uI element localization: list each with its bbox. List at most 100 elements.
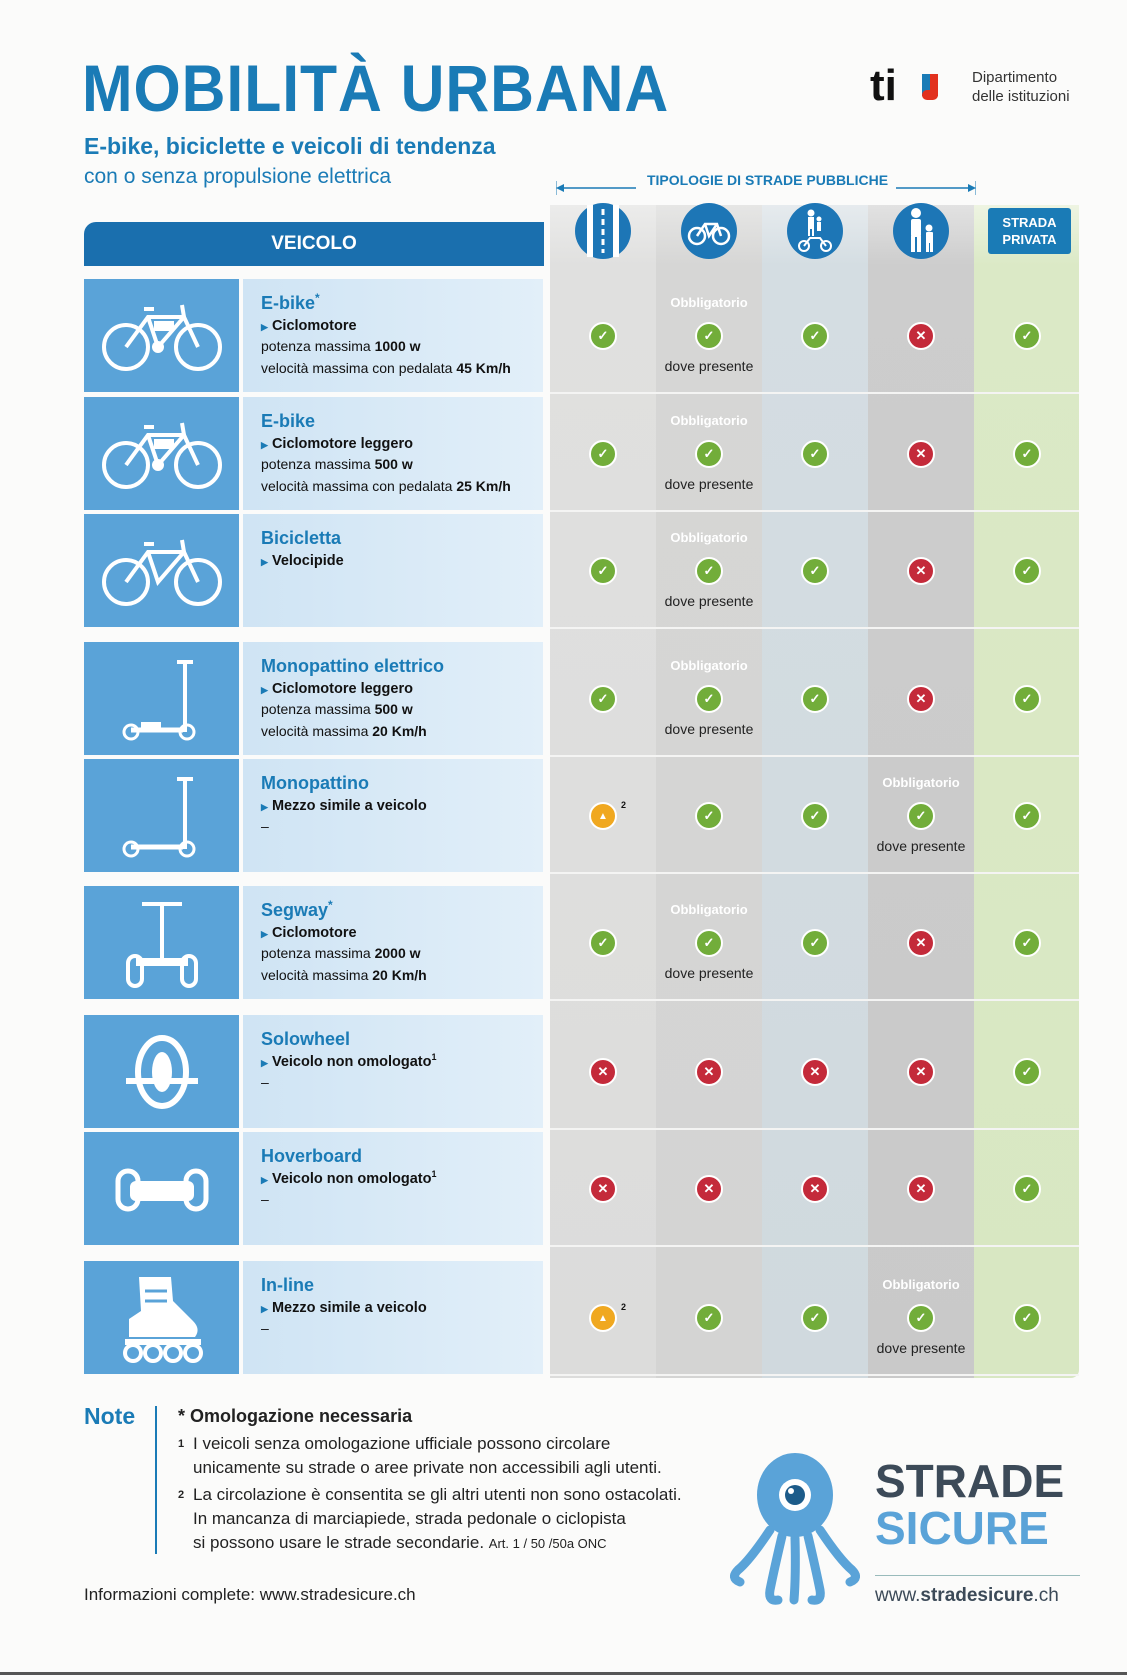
row-separator bbox=[550, 1128, 1079, 1130]
allowed-check-icon: ✓ bbox=[589, 322, 617, 350]
ebike-icon bbox=[84, 279, 239, 392]
allowed-check-icon: ✓ bbox=[801, 802, 829, 830]
conditional-warning-icon: ▲ bbox=[589, 1304, 617, 1332]
page-subtitle-2: con o senza propulsione elettrica bbox=[84, 165, 392, 188]
octopus-mascot-icon bbox=[730, 1453, 860, 1605]
allowed-check-icon: ✓ bbox=[1013, 440, 1041, 468]
vehicle-name: In-line bbox=[261, 1275, 314, 1295]
segway-icon bbox=[84, 886, 239, 999]
mandatory-label: Obbligatorio bbox=[670, 530, 748, 545]
vehicle-category: ▶ Veicolo non omologato1 bbox=[261, 1169, 437, 1187]
allowed-check-icon: ✓ bbox=[695, 929, 723, 957]
vehicle-description: Monopattino ▶ Mezzo simile a veicolo – bbox=[243, 759, 543, 872]
vehicle-spec-1: potenza massima 2000 w bbox=[261, 945, 421, 961]
vehicle-description: E-bike* ▶ Ciclomotore potenza massima 1000… bbox=[243, 279, 543, 392]
vehicle-name: Monopattino elettrico bbox=[261, 656, 444, 676]
allowed-check-icon: ✓ bbox=[1013, 322, 1041, 350]
vehicle-category: ▶ Velocipide bbox=[261, 552, 344, 569]
where-present-label: dove presente bbox=[876, 838, 966, 854]
row-separator bbox=[550, 999, 1079, 1001]
note-2-line-3: si possono usare le strade secondarie. A… bbox=[193, 1531, 607, 1556]
brand-url-bold: stradesicure bbox=[920, 1585, 1034, 1606]
mandatory-label: Obbligatorio bbox=[670, 413, 748, 428]
where-present-label: dove presente bbox=[664, 476, 754, 492]
mandatory-label: Obbligatorio bbox=[882, 775, 960, 790]
allowed-check-icon: ✓ bbox=[907, 1304, 935, 1332]
note-asterisk: * Omologazione necessaria bbox=[178, 1406, 413, 1426]
where-present-label: dove presente bbox=[876, 1340, 966, 1356]
allowed-check-icon: ✓ bbox=[801, 685, 829, 713]
allowed-check-icon: ✓ bbox=[695, 322, 723, 350]
vehicle-category: ▶ Ciclomotore leggero bbox=[261, 435, 413, 452]
vehicle-spec-1: – bbox=[261, 818, 269, 834]
private-road-header: STRADA PRIVATA bbox=[988, 208, 1071, 254]
inline-skate-icon bbox=[84, 1261, 239, 1374]
vehicle-spec-1: – bbox=[261, 1320, 269, 1336]
forbidden-x-icon: ✕ bbox=[695, 1058, 723, 1086]
brand-url-link[interactable]: www.stradesicure.ch bbox=[875, 1585, 1059, 1607]
forbidden-x-icon: ✕ bbox=[907, 1058, 935, 1086]
bicycle-path-sign-icon bbox=[681, 203, 737, 259]
vehicle-category: ▶ Ciclomotore leggero bbox=[261, 680, 413, 697]
footer-info-link: Informazioni complete: www.stradesicure.… bbox=[84, 1585, 416, 1604]
vehicle-spec-2: velocità massima 20 Km/h bbox=[261, 967, 427, 983]
vehicle-category: ▶ Mezzo simile a veicolo bbox=[261, 797, 427, 814]
allowed-check-icon: ✓ bbox=[801, 440, 829, 468]
road-types-label: TIPOLOGIE DI STRADE PUBBLICHE bbox=[646, 172, 889, 188]
forbidden-x-icon: ✕ bbox=[907, 322, 935, 350]
forbidden-x-icon: ✕ bbox=[907, 1175, 935, 1203]
vehicle-description: Segway* ▶ Ciclomotore potenza massima 2000… bbox=[243, 886, 543, 999]
mandatory-label: Obbligatorio bbox=[670, 658, 748, 673]
vehicle-category: ▶ Ciclomotore bbox=[261, 924, 357, 941]
vehicle-description: Solowheel ▶ Veicolo non omologato1 – bbox=[243, 1015, 543, 1128]
vehicle-description: Monopattino elettrico ▶ Ciclomotore legge… bbox=[243, 642, 543, 755]
vehicle-category: ▶ Veicolo non omologato1 bbox=[261, 1052, 437, 1070]
note-1-line-1: I veicoli senza omologazione ufficiale p… bbox=[193, 1434, 611, 1453]
pedestrian-bicycle-path-sign-icon bbox=[787, 203, 843, 259]
vehicle-description: Bicicletta ▶ Velocipide bbox=[243, 514, 543, 627]
vehicle-name: Bicicletta bbox=[261, 528, 342, 548]
allowed-check-icon: ✓ bbox=[589, 685, 617, 713]
allowed-check-icon: ✓ bbox=[801, 929, 829, 957]
row-separator bbox=[550, 1245, 1079, 1247]
allowed-check-icon: ✓ bbox=[907, 802, 935, 830]
row-separator bbox=[550, 392, 1079, 394]
vehicle-name: Segway* bbox=[261, 898, 333, 920]
warning-footnote-ref: 2 bbox=[621, 1302, 627, 1312]
note-2-line-2: In mancanza di marciapiede, strada pedon… bbox=[193, 1509, 626, 1528]
vehicle-description: E-bike ▶ Ciclomotore leggero potenza massi… bbox=[243, 397, 543, 510]
notes-divider bbox=[155, 1406, 157, 1554]
road-types-arrow-icon bbox=[556, 181, 976, 195]
ticino-logo-icon: ti bbox=[870, 61, 938, 106]
forbidden-x-icon: ✕ bbox=[801, 1058, 829, 1086]
vehicle-column-header: VEICOLO bbox=[84, 222, 544, 266]
allowed-check-icon: ✓ bbox=[695, 440, 723, 468]
allowed-check-icon: ✓ bbox=[801, 1304, 829, 1332]
vehicle-name: E-bike* bbox=[261, 291, 320, 313]
forbidden-x-icon: ✕ bbox=[907, 685, 935, 713]
vehicle-name: E-bike bbox=[261, 411, 316, 431]
electric-scooter-icon bbox=[84, 642, 239, 755]
note-2-reference: Art. 1 / 50 /50a ONC bbox=[488, 1536, 607, 1551]
vehicle-spec-2: velocità massima 20 Km/h bbox=[261, 723, 427, 739]
brand-strade: STRADE bbox=[875, 1455, 1065, 1507]
allowed-check-icon: ✓ bbox=[1013, 802, 1041, 830]
note-2-number: 2 bbox=[178, 1489, 185, 1501]
forbidden-x-icon: ✕ bbox=[589, 1175, 617, 1203]
brand-url-prefix: www. bbox=[875, 1585, 921, 1606]
allowed-check-icon: ✓ bbox=[695, 685, 723, 713]
department-name: Dipartimento delle istituzioni bbox=[972, 69, 1070, 105]
vehicle-spec-2: velocità massima con pedalata 25 Km/h bbox=[261, 478, 511, 494]
mandatory-label: Obbligatorio bbox=[670, 295, 748, 310]
row-separator bbox=[550, 872, 1079, 874]
allowed-check-icon: ✓ bbox=[1013, 685, 1041, 713]
forbidden-x-icon: ✕ bbox=[907, 557, 935, 585]
brand-divider bbox=[875, 1575, 1080, 1576]
allowed-check-icon: ✓ bbox=[1013, 1304, 1041, 1332]
allowed-check-icon: ✓ bbox=[1013, 557, 1041, 585]
forbidden-x-icon: ✕ bbox=[907, 929, 935, 957]
allowed-check-icon: ✓ bbox=[1013, 1175, 1041, 1203]
brand-url-suffix: .ch bbox=[1033, 1585, 1059, 1606]
vehicle-spec-1: potenza massima 1000 w bbox=[261, 338, 421, 354]
notes-label: Note bbox=[84, 1403, 136, 1429]
